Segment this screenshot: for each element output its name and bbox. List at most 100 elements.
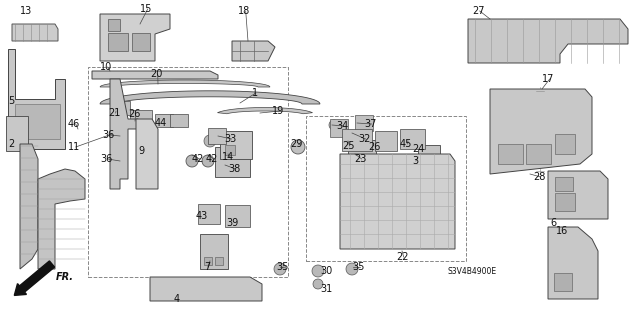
Polygon shape xyxy=(548,227,598,299)
Text: 38: 38 xyxy=(228,164,240,174)
Bar xyxy=(215,257,223,265)
Text: 17: 17 xyxy=(542,74,554,84)
Polygon shape xyxy=(468,19,628,63)
Text: 46: 46 xyxy=(68,119,80,129)
Polygon shape xyxy=(150,277,262,301)
Polygon shape xyxy=(92,71,218,79)
Text: 35: 35 xyxy=(276,262,289,272)
Circle shape xyxy=(182,72,188,78)
Text: 42: 42 xyxy=(192,154,204,164)
Text: 28: 28 xyxy=(533,172,545,182)
Polygon shape xyxy=(100,80,270,87)
Text: 14: 14 xyxy=(222,152,234,162)
Bar xyxy=(108,19,120,31)
Text: 16: 16 xyxy=(556,226,568,236)
Text: 36: 36 xyxy=(100,154,112,164)
Bar xyxy=(348,140,376,164)
Polygon shape xyxy=(548,171,608,219)
Text: 2: 2 xyxy=(8,139,14,149)
Bar xyxy=(130,110,152,124)
Polygon shape xyxy=(100,14,170,61)
Text: 43: 43 xyxy=(196,211,208,221)
Bar xyxy=(110,101,130,115)
Text: 30: 30 xyxy=(320,266,332,276)
Text: 23: 23 xyxy=(354,154,366,164)
Text: 19: 19 xyxy=(272,106,284,116)
Text: 3: 3 xyxy=(412,156,418,166)
Text: 9: 9 xyxy=(138,146,144,156)
Bar xyxy=(108,33,128,51)
Circle shape xyxy=(312,265,324,277)
Text: 45: 45 xyxy=(400,139,412,149)
Text: 11: 11 xyxy=(68,142,80,152)
Bar xyxy=(220,131,252,159)
Text: 6: 6 xyxy=(550,218,556,228)
Bar xyxy=(342,129,372,151)
Text: 7: 7 xyxy=(204,262,211,272)
Text: 35: 35 xyxy=(352,262,364,272)
Bar xyxy=(204,257,212,265)
Text: 39: 39 xyxy=(226,218,238,228)
Text: 10: 10 xyxy=(100,62,112,72)
Text: 1: 1 xyxy=(252,88,258,98)
Bar xyxy=(555,177,573,191)
Circle shape xyxy=(274,263,286,275)
Bar xyxy=(526,144,551,164)
Polygon shape xyxy=(12,24,58,41)
Polygon shape xyxy=(490,89,592,174)
Bar xyxy=(215,147,250,177)
Polygon shape xyxy=(110,79,138,189)
Circle shape xyxy=(526,110,554,138)
Polygon shape xyxy=(8,49,65,149)
Bar xyxy=(225,145,235,155)
Text: 15: 15 xyxy=(140,4,152,14)
Text: 18: 18 xyxy=(238,6,250,16)
Polygon shape xyxy=(232,41,275,61)
Bar xyxy=(208,128,226,144)
FancyArrow shape xyxy=(14,261,54,295)
Circle shape xyxy=(117,132,127,142)
Polygon shape xyxy=(15,104,60,139)
Bar xyxy=(225,205,250,227)
Text: 4: 4 xyxy=(174,294,180,304)
Circle shape xyxy=(202,72,207,78)
Text: 22: 22 xyxy=(396,252,408,262)
Bar xyxy=(555,134,575,154)
Bar xyxy=(198,204,220,224)
Circle shape xyxy=(122,72,127,78)
Bar xyxy=(375,131,397,151)
Text: 26: 26 xyxy=(128,109,140,119)
Polygon shape xyxy=(38,169,85,269)
Polygon shape xyxy=(136,119,158,189)
Circle shape xyxy=(329,120,339,130)
Bar xyxy=(418,145,440,167)
Circle shape xyxy=(202,155,214,167)
Polygon shape xyxy=(340,154,455,249)
Bar xyxy=(355,115,373,131)
Circle shape xyxy=(346,263,358,275)
Text: 21: 21 xyxy=(108,108,120,118)
Text: 31: 31 xyxy=(320,284,332,294)
Text: 26: 26 xyxy=(368,142,380,152)
Circle shape xyxy=(102,72,108,78)
Text: 34: 34 xyxy=(336,121,348,131)
Text: 20: 20 xyxy=(150,69,163,79)
Bar xyxy=(132,33,150,51)
Circle shape xyxy=(291,140,305,154)
Text: S3V4B4900E: S3V4B4900E xyxy=(448,266,497,276)
Circle shape xyxy=(117,158,127,168)
Text: 25: 25 xyxy=(342,141,355,151)
Text: 44: 44 xyxy=(155,118,167,128)
Circle shape xyxy=(186,155,198,167)
Bar xyxy=(170,114,188,127)
Bar xyxy=(200,234,228,269)
Circle shape xyxy=(204,135,216,147)
Text: 24: 24 xyxy=(412,144,424,154)
Bar xyxy=(306,116,466,261)
Text: 37: 37 xyxy=(364,119,376,129)
Polygon shape xyxy=(20,144,38,269)
Bar xyxy=(498,144,523,164)
Text: 27: 27 xyxy=(472,6,484,16)
Polygon shape xyxy=(100,91,320,104)
Text: 32: 32 xyxy=(358,134,371,144)
